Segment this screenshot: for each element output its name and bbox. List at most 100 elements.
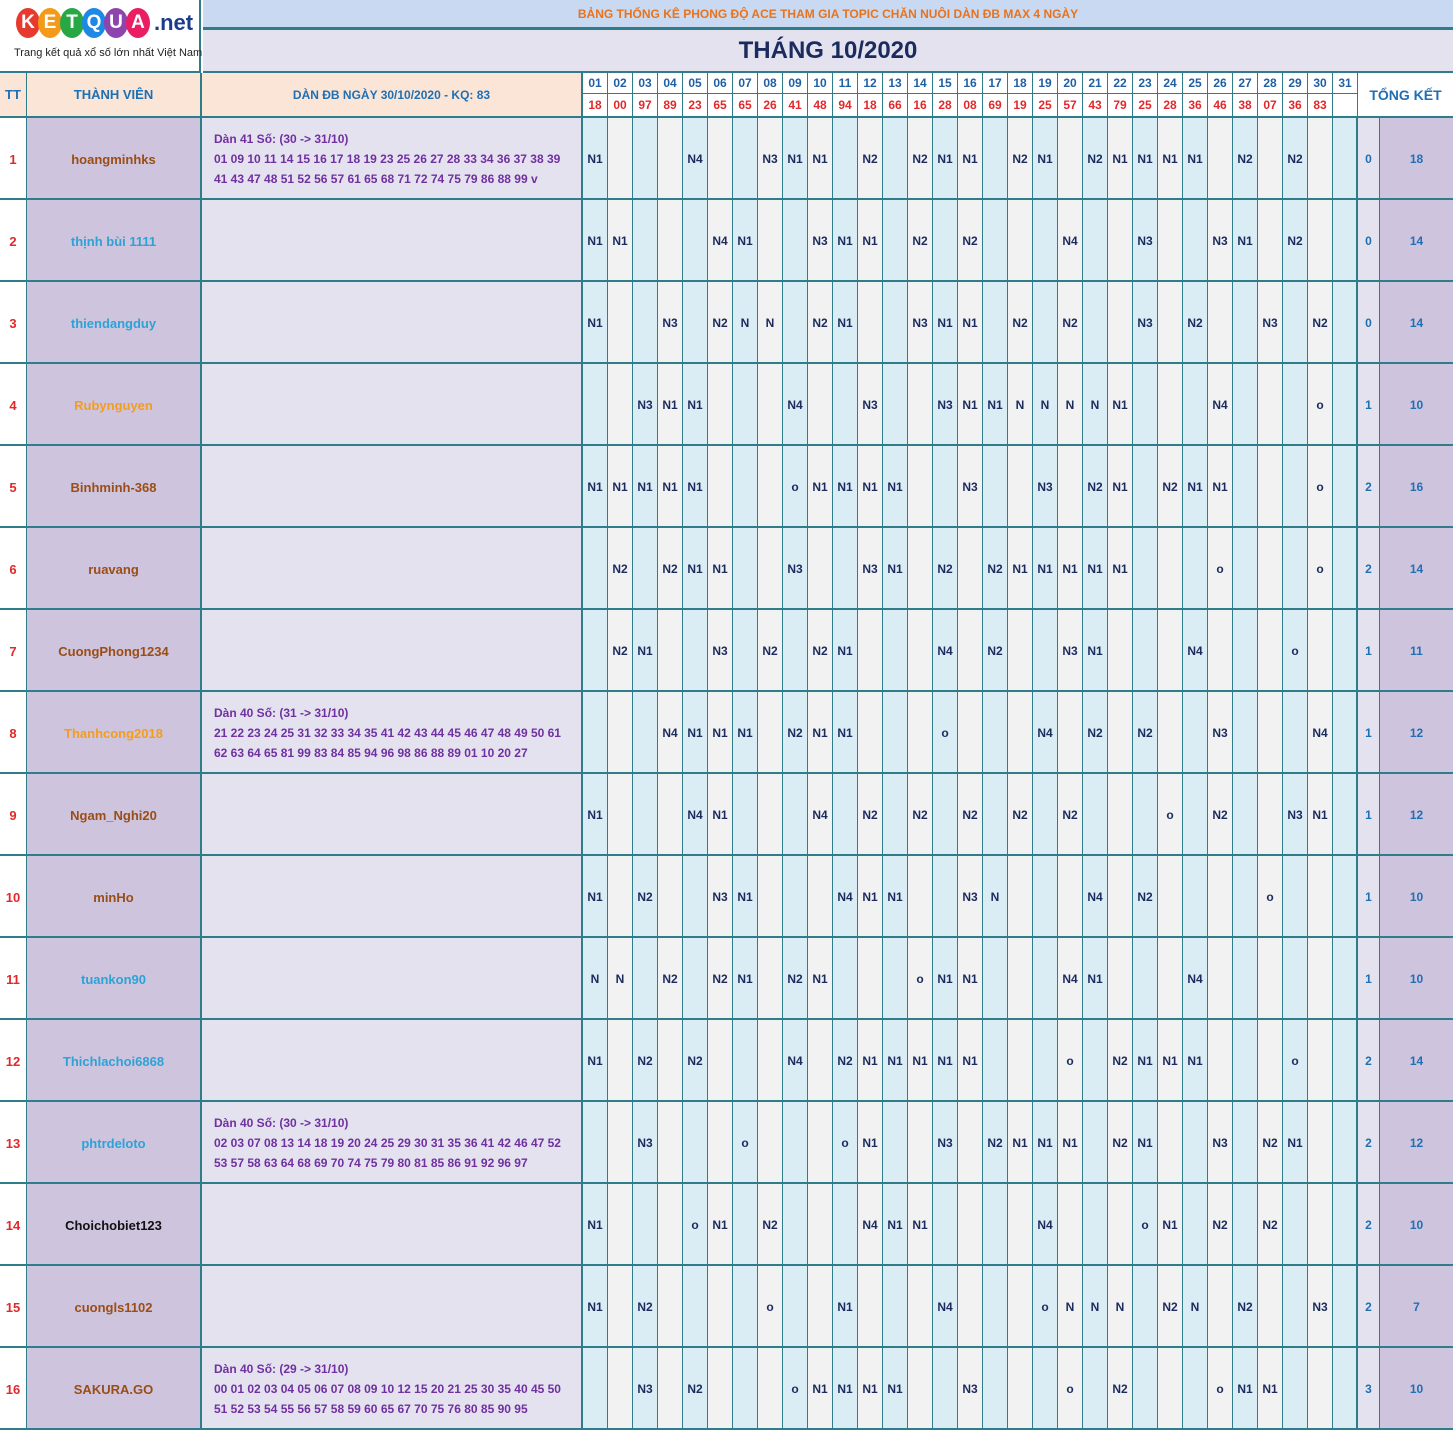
day-cell — [758, 856, 783, 938]
day-cell: N1 — [1083, 528, 1108, 610]
day-cell: N2 — [808, 282, 833, 364]
day-result: 65 — [708, 94, 733, 116]
day-cell: N1 — [983, 364, 1008, 446]
day-header: 25 — [1183, 73, 1208, 94]
day-cell: N2 — [1083, 446, 1108, 528]
day-cell — [633, 200, 658, 282]
member-name[interactable]: hoangminhks — [27, 118, 202, 200]
day-cell — [708, 1020, 733, 1102]
header-tt: TT — [0, 73, 27, 116]
member-name[interactable]: Choichobiet123 — [27, 1184, 202, 1266]
dan-line: Dàn 40 Số: (30 -> 31/10) — [214, 1116, 349, 1130]
dan-line: 01 09 10 11 14 15 16 17 18 19 23 25 26 2… — [214, 152, 561, 166]
logo-letter: U — [104, 8, 128, 38]
day-cell — [958, 1102, 983, 1184]
total-score: 10 — [1380, 938, 1453, 1020]
day-cell: N2 — [1058, 282, 1083, 364]
member-name[interactable]: phtrdeloto — [27, 1102, 202, 1184]
day-cell: N2 — [983, 610, 1008, 692]
member-name[interactable]: ruavang — [27, 528, 202, 610]
logo-letter: K — [16, 8, 40, 38]
day-cell — [958, 1184, 983, 1266]
day-cell — [1208, 856, 1233, 938]
day-header: 13 — [883, 73, 908, 94]
day-cell — [1233, 282, 1258, 364]
member-name[interactable]: Ngam_Nghi20 — [27, 774, 202, 856]
day-header: 17 — [983, 73, 1008, 94]
day-cell: N3 — [1208, 1102, 1233, 1184]
member-name[interactable]: Binhminh-368 — [27, 446, 202, 528]
day-cell: N1 — [683, 364, 708, 446]
member-name[interactable]: Rubynguyen — [27, 364, 202, 446]
member-name[interactable]: thịnh bùi 1111 — [27, 200, 202, 282]
row-number: 13 — [0, 1102, 27, 1184]
day-cell — [983, 692, 1008, 774]
day-cell — [1283, 364, 1308, 446]
member-name[interactable]: cuongls1102 — [27, 1266, 202, 1348]
day-cell: N1 — [583, 774, 608, 856]
day-header: 09 — [783, 73, 808, 94]
day-cell: N1 — [1133, 118, 1158, 200]
member-name[interactable]: tuankon90 — [27, 938, 202, 1020]
row-number: 7 — [0, 610, 27, 692]
day-cell: N1 — [808, 446, 833, 528]
day-cell: N2 — [833, 1020, 858, 1102]
day-cell — [1083, 1102, 1108, 1184]
row-divider — [0, 936, 1453, 938]
day-result: 26 — [758, 94, 783, 116]
day-cell: N3 — [1208, 200, 1233, 282]
member-name[interactable]: minHo — [27, 856, 202, 938]
day-cell: N1 — [583, 118, 608, 200]
day-cell: N3 — [1133, 200, 1158, 282]
day-cell — [883, 692, 908, 774]
day-cell — [983, 282, 1008, 364]
day-header: 15 — [933, 73, 958, 94]
day-cell — [608, 692, 633, 774]
dan-numbers: Dàn 40 Số: (29 -> 31/10) 00 01 02 03 04 0… — [202, 1359, 561, 1419]
day-cell — [958, 610, 983, 692]
hit-count: 2 — [1356, 528, 1380, 610]
day-cell: N1 — [608, 446, 633, 528]
row-number: 11 — [0, 938, 27, 1020]
day-cell: N1 — [683, 692, 708, 774]
day-cell — [1183, 856, 1208, 938]
ketqua-logo[interactable]: K E T Q U A .net Trang kết quả xổ số lớn nhất … — [0, 0, 202, 73]
member-name[interactable]: Thichlachoi6868 — [27, 1020, 202, 1102]
day-cell: N — [733, 282, 758, 364]
day-header: 20 — [1058, 73, 1083, 94]
dan-line: 62 63 64 65 81 99 83 84 85 94 96 98 86 8… — [214, 746, 528, 760]
day-cell: N3 — [758, 118, 783, 200]
row-number: 4 — [0, 364, 27, 446]
day-cell: N1 — [958, 938, 983, 1020]
day-cell — [683, 938, 708, 1020]
day-cell: N1 — [908, 1184, 933, 1266]
day-cell: N2 — [758, 1184, 783, 1266]
member-dan: Dàn 40 Số: (31 -> 31/10) 21 22 23 24 25 3… — [202, 692, 583, 774]
hit-count: 2 — [1356, 1020, 1380, 1102]
day-result: 38 — [1233, 94, 1258, 116]
day-result: 36 — [1283, 94, 1308, 116]
member-name[interactable]: thiendangduy — [27, 282, 202, 364]
day-header: 03 — [633, 73, 658, 94]
member-name[interactable]: SAKURA.GO — [27, 1348, 202, 1430]
day-cell: N1 — [583, 200, 608, 282]
member-name[interactable]: CuongPhong1234 — [27, 610, 202, 692]
day-cell — [1183, 1348, 1208, 1430]
day-cell — [1108, 856, 1133, 938]
day-cell: N2 — [858, 774, 883, 856]
day-cell — [1308, 1348, 1333, 1430]
day-cell: N — [758, 282, 783, 364]
day-cell: N2 — [933, 528, 958, 610]
day-cell: N3 — [1208, 692, 1233, 774]
day-cell: N — [1083, 364, 1108, 446]
day-result: 83 — [1308, 94, 1333, 116]
day-result: 97 — [633, 94, 658, 116]
row-number: 8 — [0, 692, 27, 774]
logo-domain: .net — [154, 10, 194, 35]
day-cell: N1 — [1183, 1020, 1208, 1102]
day-cell — [958, 1266, 983, 1348]
hit-count: 0 — [1356, 282, 1380, 364]
member-name[interactable]: Thanhcong2018 — [27, 692, 202, 774]
day-cell: o — [733, 1102, 758, 1184]
